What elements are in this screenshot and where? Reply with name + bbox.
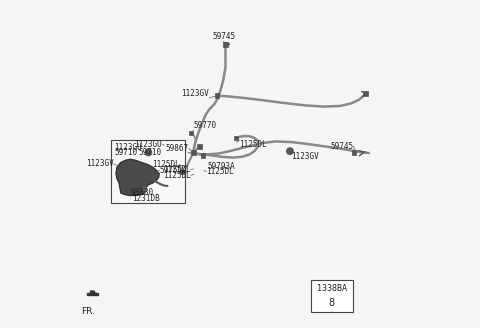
Text: 1125DL: 1125DL <box>240 140 267 150</box>
Bar <box>352 150 357 154</box>
Circle shape <box>287 148 293 154</box>
Bar <box>189 131 193 135</box>
Polygon shape <box>87 293 98 295</box>
Text: FR.: FR. <box>81 307 95 317</box>
Text: 59710: 59710 <box>139 148 162 157</box>
Polygon shape <box>87 291 97 295</box>
Text: 59867: 59867 <box>166 144 189 153</box>
Text: 93830: 93830 <box>131 188 154 197</box>
Bar <box>363 92 368 96</box>
Text: 1125DL: 1125DL <box>163 165 191 174</box>
Bar <box>234 136 239 140</box>
Bar <box>288 149 292 154</box>
Circle shape <box>145 149 152 155</box>
Text: 1338BA: 1338BA <box>317 284 347 293</box>
Text: 1123GU: 1123GU <box>134 139 162 149</box>
Text: 59745: 59745 <box>330 142 353 151</box>
Text: 1123GV: 1123GV <box>86 159 114 169</box>
Polygon shape <box>116 159 159 195</box>
Text: 1123GU: 1123GU <box>114 143 142 152</box>
Text: 1123GV: 1123GV <box>181 89 209 98</box>
Text: 8: 8 <box>329 298 335 308</box>
Bar <box>223 42 228 47</box>
Bar <box>311 280 353 312</box>
Text: 1125DL: 1125DL <box>163 171 191 180</box>
Text: 59745: 59745 <box>213 32 236 41</box>
Text: 59770: 59770 <box>193 121 216 131</box>
Text: 1231DB: 1231DB <box>132 194 160 203</box>
Text: 1125DL: 1125DL <box>206 167 234 176</box>
Text: 1123GV: 1123GV <box>291 152 319 161</box>
Bar <box>191 151 195 155</box>
Text: 59750A: 59750A <box>159 166 187 175</box>
Bar <box>215 93 219 98</box>
Text: 1125DL: 1125DL <box>152 160 180 169</box>
Bar <box>180 170 185 174</box>
Text: 59710: 59710 <box>114 148 137 157</box>
Bar <box>197 144 202 149</box>
Text: 59793A: 59793A <box>207 162 235 171</box>
Bar <box>143 187 146 191</box>
Bar <box>201 153 205 157</box>
Bar <box>111 140 185 203</box>
